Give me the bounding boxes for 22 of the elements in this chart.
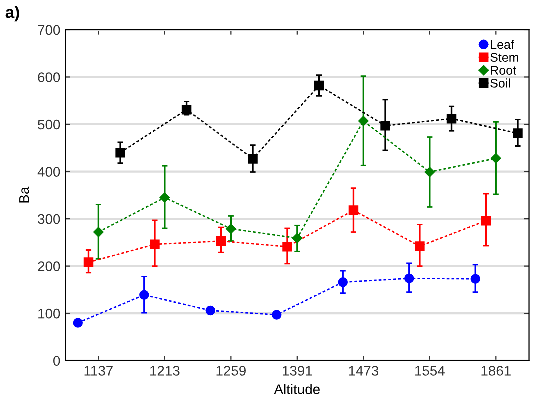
text: a) xyxy=(6,6,20,22)
x-tick-label: 1473 xyxy=(349,366,378,376)
x-tick-label: 1861 xyxy=(482,366,511,376)
y-tick-label: 700 xyxy=(38,25,60,36)
x-axis-title: Altitude xyxy=(274,384,320,394)
x-tick-label: 1391 xyxy=(283,366,312,376)
legend-label: Soil xyxy=(490,78,510,88)
legend-label: Root xyxy=(491,66,516,75)
y-tick-label: 600 xyxy=(38,72,60,82)
y-tick-label: 400 xyxy=(38,167,60,177)
x-tick-label: 1137 xyxy=(84,366,113,376)
y-axis-title: Ba xyxy=(20,186,30,203)
legend-label: Stem xyxy=(490,53,518,62)
y-tick-label: 200 xyxy=(38,262,60,272)
y-tick-label: 500 xyxy=(38,120,60,130)
legend-label: Leaf xyxy=(491,40,514,50)
x-tick-label: 1213 xyxy=(150,366,180,376)
y-tick-label: 0 xyxy=(54,356,60,366)
x-tick-label: 1259 xyxy=(216,366,246,376)
x-tick-label: 1554 xyxy=(416,366,445,376)
y-tick-label: 100 xyxy=(38,308,60,319)
y-tick-label: 300 xyxy=(38,214,60,224)
